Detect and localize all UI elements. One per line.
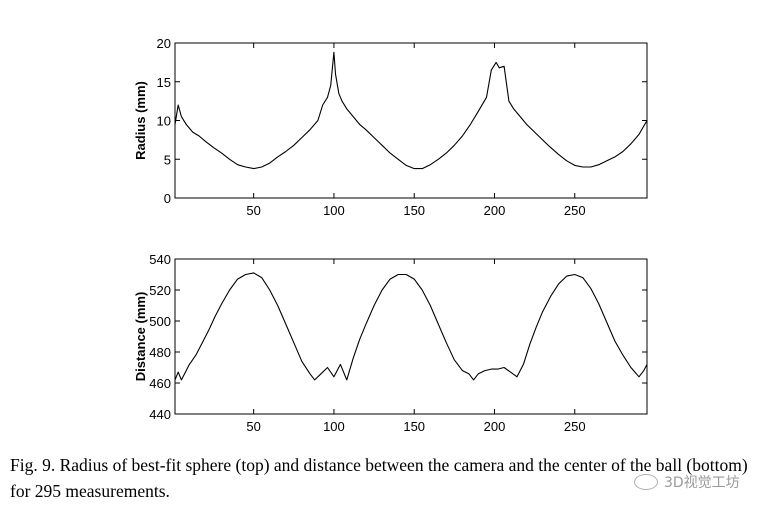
radius-series-line <box>174 51 648 170</box>
watermark: 3D视觉工坊 <box>634 472 740 492</box>
distance-y-tick-label: 460 <box>149 376 171 391</box>
radius-x-tick-label: 200 <box>484 203 506 218</box>
watermark-text: 3D视觉工坊 <box>664 475 740 491</box>
distance-y-axis-label: Distance (mm) <box>133 292 148 382</box>
figure-caption: Fig. 9. Radius of best-fit sphere (top) … <box>10 455 748 501</box>
distance-x-tick-label: 50 <box>246 419 260 434</box>
distance-x-tick-label: 100 <box>323 419 345 434</box>
distance-x-tick-label: 200 <box>484 419 506 434</box>
radius-y-axis-label: Radius (mm) <box>133 81 148 160</box>
radius-y-tick-label: 5 <box>164 152 171 167</box>
radius-x-tick-label: 50 <box>246 203 260 218</box>
distance-plot-frame <box>174 258 648 415</box>
distance-x-tick-label: 150 <box>403 419 425 434</box>
radius-x-tick-label: 150 <box>403 203 425 218</box>
distance-y-tick-label: 480 <box>149 345 171 360</box>
distance-series-line <box>174 272 648 381</box>
radius-y-tick-label: 15 <box>157 75 171 90</box>
distance-y-tick-label: 440 <box>149 407 171 422</box>
wechat-logo-icon <box>634 474 658 490</box>
radius-plot: 50 100 150 200 250 0 5 10 15 20 Radius (mm) <box>133 36 648 218</box>
radius-x-tick-label: 250 <box>564 203 586 218</box>
figure-canvas: 50 100 150 200 250 0 5 10 15 20 Radius (mm) 50 100 1… <box>133 36 648 434</box>
radius-y-tick-label: 0 <box>164 191 171 206</box>
radius-y-tick-label: 10 <box>157 114 171 129</box>
distance-y-tick-label: 500 <box>149 314 171 329</box>
radius-x-tick-label: 100 <box>323 203 345 218</box>
distance-plot: 50 100 150 200 250 440 460 480 500 520 540 Distance… <box>133 252 648 434</box>
distance-y-tick-label: 540 <box>149 252 171 267</box>
distance-y-tick-label: 520 <box>149 283 171 298</box>
radius-y-tick-label: 20 <box>157 36 171 51</box>
radius-plot-frame <box>174 42 648 199</box>
distance-x-tick-label: 250 <box>564 419 586 434</box>
